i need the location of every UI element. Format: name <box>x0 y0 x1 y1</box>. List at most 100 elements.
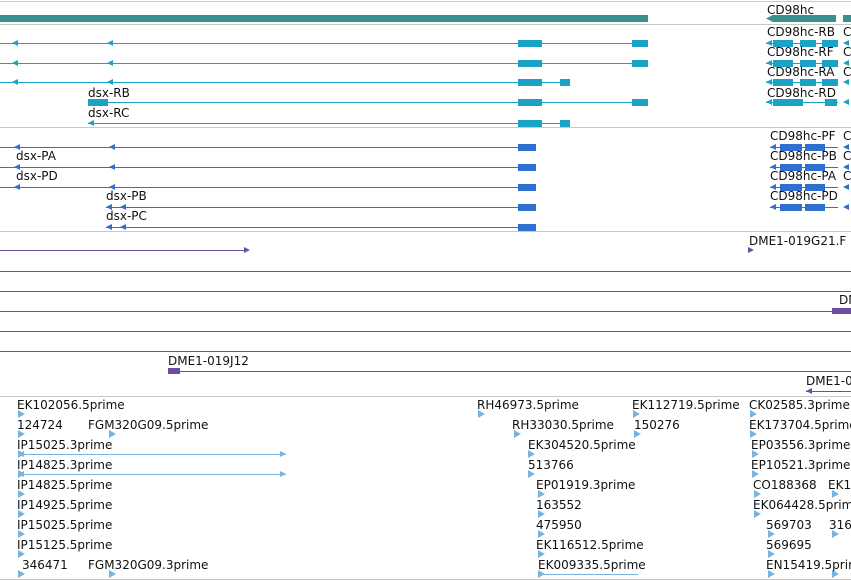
protein-exon[interactable] <box>518 164 536 171</box>
est-label[interactable]: EP10521.3prime <box>751 458 851 472</box>
est-arrow-icon[interactable] <box>754 490 761 498</box>
est-arrow-icon[interactable] <box>538 530 545 538</box>
protein-label[interactable]: CD98hc-PF <box>770 129 836 143</box>
est-arrow-icon[interactable] <box>752 450 759 458</box>
est-arrow-icon[interactable] <box>514 430 521 438</box>
transcript-exon[interactable] <box>773 40 793 47</box>
strand-arrow-icon[interactable] <box>12 79 18 85</box>
transcript-label[interactable]: CD98hc-RD <box>767 86 836 100</box>
protein-label[interactable]: CD98hc-PB <box>770 149 837 163</box>
est-label[interactable]: 513766 <box>528 458 574 472</box>
strand-arrow-icon[interactable] <box>770 204 776 210</box>
est-arrow-icon[interactable] <box>18 410 25 418</box>
est-label[interactable]: EK009335.5prime <box>538 558 646 572</box>
protein-label[interactable]: CD98hc-PD <box>770 189 838 203</box>
est-label[interactable]: 475950 <box>536 518 582 532</box>
est-arrow-icon[interactable] <box>832 490 839 498</box>
transcript-exon[interactable] <box>773 99 803 106</box>
strand-arrow-icon[interactable] <box>280 471 286 477</box>
strand-arrow-icon[interactable] <box>12 60 18 66</box>
protein-label[interactable]: dsx-PA <box>16 149 56 163</box>
strand-arrow-icon[interactable] <box>280 451 286 457</box>
est-arrow-icon[interactable] <box>18 490 25 498</box>
protein-exon[interactable] <box>780 164 802 171</box>
transcript-exon[interactable] <box>800 79 816 86</box>
est-arrow-icon[interactable] <box>538 490 545 498</box>
gene-glyph[interactable] <box>843 15 851 22</box>
transcript-label-truncated[interactable]: C <box>843 45 851 59</box>
protein-exon[interactable] <box>518 184 536 191</box>
est-label[interactable]: IP14925.5prime <box>17 498 113 512</box>
strand-arrow-icon[interactable] <box>766 15 772 22</box>
strand-arrow-icon[interactable] <box>12 40 18 46</box>
est-arrow-icon[interactable] <box>478 410 485 418</box>
est-arrow-icon[interactable] <box>750 410 757 418</box>
strand-arrow-icon[interactable] <box>843 79 849 85</box>
protein-label-truncated[interactable]: C <box>843 129 851 143</box>
strand-arrow-icon[interactable] <box>107 60 113 66</box>
est-label[interactable]: IP14825.5prime <box>17 478 113 492</box>
transcript-exon[interactable] <box>560 120 570 127</box>
transcript-exon[interactable] <box>518 40 542 47</box>
gene-glyph[interactable] <box>0 15 648 22</box>
strand-arrow-icon[interactable] <box>18 471 24 477</box>
strand-arrow-icon[interactable] <box>843 144 849 150</box>
strand-arrow-icon[interactable] <box>843 204 849 210</box>
strand-arrow-icon[interactable] <box>109 184 115 190</box>
protein-exon[interactable] <box>805 164 825 171</box>
strand-arrow-icon[interactable] <box>106 224 112 230</box>
transcript-exon[interactable] <box>773 60 793 67</box>
transcript-exon[interactable] <box>822 79 838 86</box>
est-arrow-icon[interactable] <box>750 430 757 438</box>
strand-arrow-icon[interactable] <box>806 388 812 394</box>
est-arrow-icon[interactable] <box>634 430 641 438</box>
transcript-exon[interactable] <box>800 40 816 47</box>
transcript-exon[interactable] <box>822 60 838 67</box>
est-label[interactable]: CK02585.3prime <box>749 398 850 412</box>
transcript-label-truncated[interactable]: C <box>843 25 851 39</box>
transcript-exon[interactable] <box>773 79 793 86</box>
est-arrow-icon[interactable] <box>754 510 761 518</box>
est-label[interactable]: 316 <box>829 518 851 532</box>
transcript-exon[interactable] <box>518 120 542 127</box>
est-label[interactable]: EK102056.5prime <box>17 398 125 412</box>
est-label[interactable]: FGM320G09.3prime <box>88 558 209 572</box>
protein-label[interactable]: dsx-PB <box>106 189 147 203</box>
est-label[interactable]: EK064428.5prime <box>753 498 851 512</box>
est-label[interactable]: EK112719.5prime <box>632 398 740 412</box>
transcript-label[interactable]: CD98hc-RB <box>767 25 835 39</box>
est-arrow-icon[interactable] <box>832 570 839 578</box>
protein-exon[interactable] <box>780 204 802 211</box>
est-arrow-icon[interactable] <box>768 550 775 558</box>
protein-label-truncated[interactable]: C <box>843 169 851 183</box>
est-arrow-icon[interactable] <box>109 570 116 578</box>
est-label[interactable]: RH46973.5prime <box>477 398 579 412</box>
est-arrow-icon[interactable] <box>832 530 839 538</box>
est-label[interactable]: IP14825.3prime <box>17 458 113 472</box>
strand-arrow-icon[interactable] <box>109 144 115 150</box>
transcript-exon[interactable] <box>632 40 648 47</box>
strand-arrow-icon[interactable] <box>766 40 772 46</box>
strand-arrow-icon[interactable] <box>766 60 772 66</box>
strand-arrow-icon[interactable] <box>14 164 20 170</box>
protein-label[interactable]: dsx-PC <box>106 209 147 223</box>
est-arrow-icon[interactable] <box>538 550 545 558</box>
strand-arrow-icon[interactable] <box>843 99 849 105</box>
est-label[interactable]: CO188368 <box>753 478 817 492</box>
strand-arrow-icon[interactable] <box>106 204 112 210</box>
transcript-label[interactable]: dsx-RC <box>88 106 130 120</box>
est-label[interactable]: RH33030.5prime <box>512 418 614 432</box>
est-label[interactable]: 163552 <box>536 498 582 512</box>
est-label[interactable]: IP15125.5prime <box>17 538 113 552</box>
est-label[interactable]: FGM320G09.5prime <box>88 418 209 432</box>
transcript-exon[interactable] <box>518 99 542 106</box>
strand-arrow-icon[interactable] <box>843 40 849 46</box>
transcript-exon[interactable] <box>560 79 570 86</box>
est-label[interactable]: 569695 <box>766 538 812 552</box>
est-arrow-icon[interactable] <box>528 470 535 478</box>
protein-exon[interactable] <box>518 204 536 211</box>
transcript-exon[interactable] <box>518 60 542 67</box>
transcript-label[interactable]: dsx-RB <box>88 86 130 100</box>
transcript-exon[interactable] <box>825 99 837 106</box>
transcript-exon[interactable] <box>800 60 816 67</box>
